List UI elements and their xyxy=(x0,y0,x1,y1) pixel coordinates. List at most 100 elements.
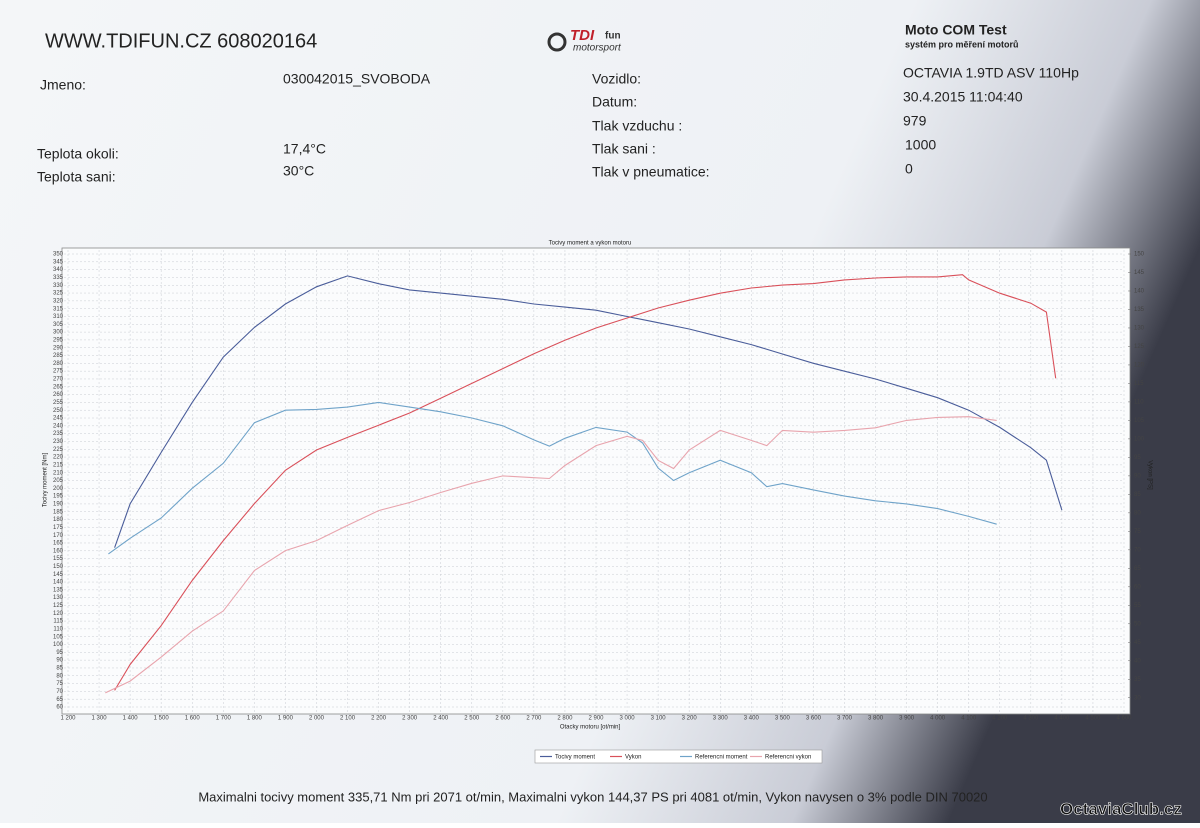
y-tick-label: 180 xyxy=(53,517,64,523)
x-tick-label: 1 300 xyxy=(92,716,108,722)
site: WWW.TDIFUN.CZ 608020164 xyxy=(45,30,317,52)
y-tick-label: 170 xyxy=(53,533,64,539)
field-label: Tlak sani : xyxy=(592,141,656,157)
field-label: Tlak v pneumatice: xyxy=(592,164,710,180)
x-tick-label: 4 400 xyxy=(1054,716,1070,722)
y-tick-label: 190 xyxy=(53,502,64,508)
y-tick-label: 195 xyxy=(53,494,64,500)
x-tick-label: 3 000 xyxy=(620,716,636,722)
y2-tick-label: 85 xyxy=(1134,492,1141,498)
y2-tick-label: 105 xyxy=(1134,418,1145,424)
y-tick-label: 290 xyxy=(53,345,64,351)
x-tick-label: 1 700 xyxy=(216,716,232,722)
y2-tick-label: 100 xyxy=(1134,436,1145,442)
y-tick-label: 215 xyxy=(53,462,64,468)
y-tick-label: 185 xyxy=(53,509,64,515)
field-value: 0 xyxy=(905,161,913,177)
field-label: Teplota sani: xyxy=(37,169,116,185)
y-tick-label: 280 xyxy=(53,361,64,367)
y-tick-label: 270 xyxy=(53,377,64,383)
y-tick-label: 85 xyxy=(56,666,63,672)
logo-icon xyxy=(547,32,567,52)
x-tick-label: 4 600 xyxy=(1116,716,1132,722)
y-tick-label: 175 xyxy=(53,525,64,531)
y-tick-label: 200 xyxy=(53,486,64,492)
y2-tick-label: 145 xyxy=(1134,270,1145,276)
y-axis-label: Tocivy moment [Nm] xyxy=(43,452,49,507)
y-tick-label: 105 xyxy=(53,634,64,640)
y2-tick-label: 55 xyxy=(1134,603,1141,609)
y2-tick-label: 95 xyxy=(1134,455,1141,461)
y-tick-label: 345 xyxy=(53,259,64,265)
x-tick-label: 1 800 xyxy=(247,716,263,722)
logo-brand: TDI xyxy=(570,27,595,44)
y-tick-label: 225 xyxy=(53,447,64,453)
x-tick-label: 4 000 xyxy=(930,716,946,722)
series-line xyxy=(105,416,997,694)
y-tick-label: 145 xyxy=(53,572,64,578)
field-label: Tlak vzduchu : xyxy=(592,118,682,134)
y-tick-label: 275 xyxy=(53,369,64,375)
y-tick-label: 100 xyxy=(53,642,64,648)
x-tick-label: 2 000 xyxy=(309,716,325,722)
x-tick-label: 1 900 xyxy=(278,716,294,722)
y-tick-label: 160 xyxy=(53,548,64,554)
y2-tick-label: 125 xyxy=(1134,344,1145,350)
y-tick-label: 115 xyxy=(53,619,63,625)
x-tick-label: 1 200 xyxy=(60,716,76,722)
y-tick-label: 340 xyxy=(53,267,64,273)
y-tick-label: 150 xyxy=(53,564,64,570)
y-tick-label: 315 xyxy=(53,306,64,312)
x-tick-label: 3 200 xyxy=(682,716,698,722)
x-tick-label: 3 800 xyxy=(868,716,884,722)
x-tick-label: 3 400 xyxy=(744,716,760,722)
y-tick-label: 90 xyxy=(56,658,63,664)
y2-tick-label: 130 xyxy=(1134,326,1145,332)
legend-label: Tocivy moment xyxy=(555,755,595,761)
legend-label: Referencni vykon xyxy=(765,755,811,761)
y2-tick-label: 30 xyxy=(1134,695,1141,701)
y-tick-label: 80 xyxy=(56,673,63,679)
x-tick-label: 4 500 xyxy=(1085,716,1101,722)
y-tick-label: 210 xyxy=(53,470,64,476)
y-tick-label: 165 xyxy=(53,541,64,547)
plot: 1 200 1 300 1 400 1 500 1 600 1 700 1 800 1 900… xyxy=(53,250,1145,722)
plot-area xyxy=(61,247,1131,715)
field-label: Teplota okoli: xyxy=(37,146,119,162)
x-tick-label: 4 200 xyxy=(992,716,1008,722)
y-tick-label: 350 xyxy=(53,252,64,258)
x-tick-label: 1 600 xyxy=(185,716,201,722)
y-tick-label: 250 xyxy=(53,408,64,414)
x-tick-label: 2 700 xyxy=(526,716,542,722)
legend xyxy=(534,749,823,764)
x-tick-label: 4 300 xyxy=(1023,716,1039,722)
logo-suffix: fun xyxy=(605,31,621,42)
y-tick-label: 75 xyxy=(56,681,63,687)
y-tick-label: 320 xyxy=(53,298,64,304)
field-label: Datum: xyxy=(592,94,637,110)
y2-tick-label: 65 xyxy=(1134,566,1141,572)
y-tick-label: 230 xyxy=(53,439,64,445)
y-tick-label: 65 xyxy=(56,697,63,703)
y-tick-label: 205 xyxy=(53,478,64,484)
y-tick-label: 130 xyxy=(53,595,64,601)
y-tick-label: 95 xyxy=(56,650,63,656)
x-axis-label: Otacky motoru [ot/min] xyxy=(560,725,621,731)
x-tick-label: 3 700 xyxy=(837,716,853,722)
y-tick-label: 265 xyxy=(53,384,64,390)
series-line xyxy=(108,401,997,555)
chart-title: Tocivy moment a vykon motoru xyxy=(549,241,632,247)
x-tick-label: 2 900 xyxy=(588,716,604,722)
y2-tick-label: 120 xyxy=(1134,363,1145,369)
y2-tick-label: 80 xyxy=(1134,510,1141,516)
y-tick-label: 240 xyxy=(53,423,64,429)
y2-tick-label: 50 xyxy=(1134,621,1141,627)
y2-tick-label: 150 xyxy=(1134,252,1145,258)
y2-axis-label: Vykon [PS] xyxy=(1146,460,1152,490)
x-tick-label: 3 100 xyxy=(651,716,667,722)
x-tick-label: 2 400 xyxy=(433,716,449,722)
y-tick-label: 255 xyxy=(53,400,64,406)
field-value: OCTAVIA 1.9TD ASV 110Hp xyxy=(903,65,1079,81)
x-tick-label: 2 800 xyxy=(557,716,573,722)
